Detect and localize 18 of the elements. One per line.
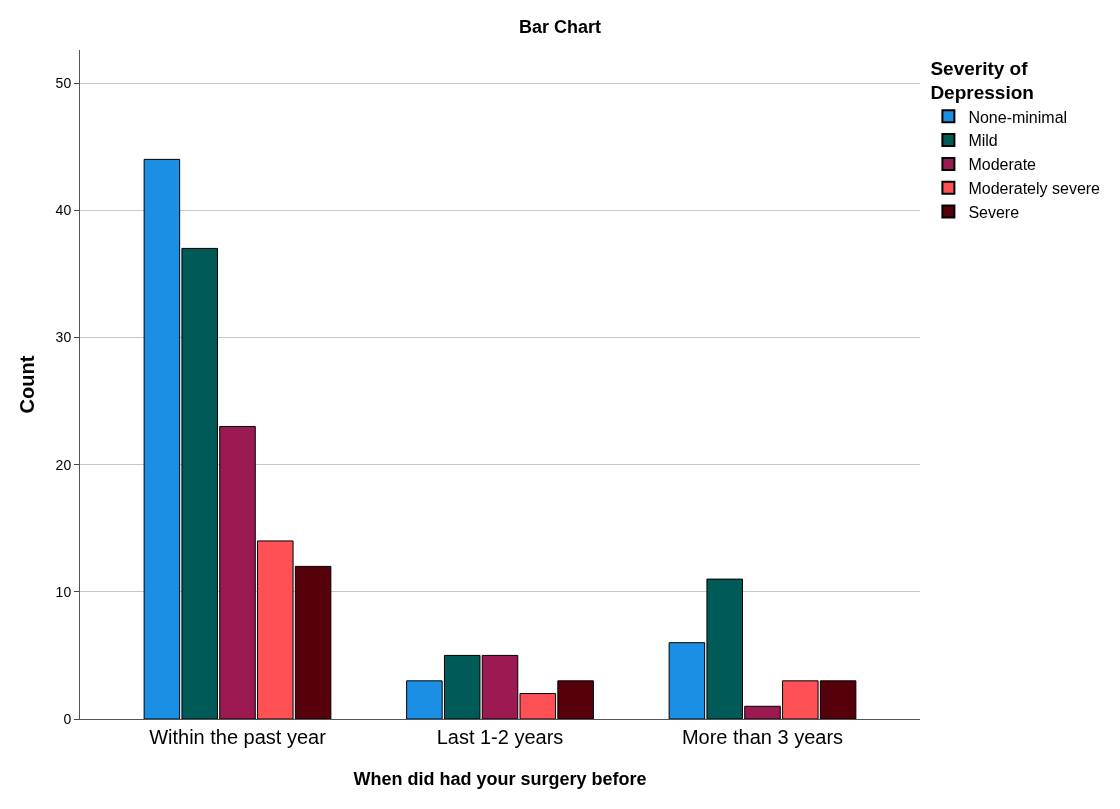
- legend-label: None-minimal: [968, 108, 1068, 126]
- y-tick-label: 30: [55, 329, 72, 346]
- x-tick-label: Last 1-2 years: [436, 726, 564, 748]
- y-tick-label: 20: [55, 456, 72, 473]
- y-axis-title: Count: [16, 355, 39, 414]
- x-tick-label: Within the past year: [149, 726, 327, 748]
- legend-title: Severity of Depression: [930, 57, 1034, 104]
- x-axis-title: When did had your surgery before: [353, 769, 647, 790]
- x-tick-label: More than 3 years: [681, 726, 844, 748]
- legend-label: Severe: [968, 203, 1020, 221]
- y-tick-label: 40: [55, 202, 72, 219]
- legend-label: Moderately severe: [968, 179, 1101, 197]
- y-tick-label: 50: [55, 74, 72, 91]
- legend-label: Moderate: [968, 156, 1037, 174]
- chart-title: Bar Chart: [518, 16, 602, 37]
- legend-label: Mild: [968, 132, 998, 150]
- y-tick-label: 0: [63, 710, 72, 727]
- y-tick-label: 10: [55, 583, 72, 600]
